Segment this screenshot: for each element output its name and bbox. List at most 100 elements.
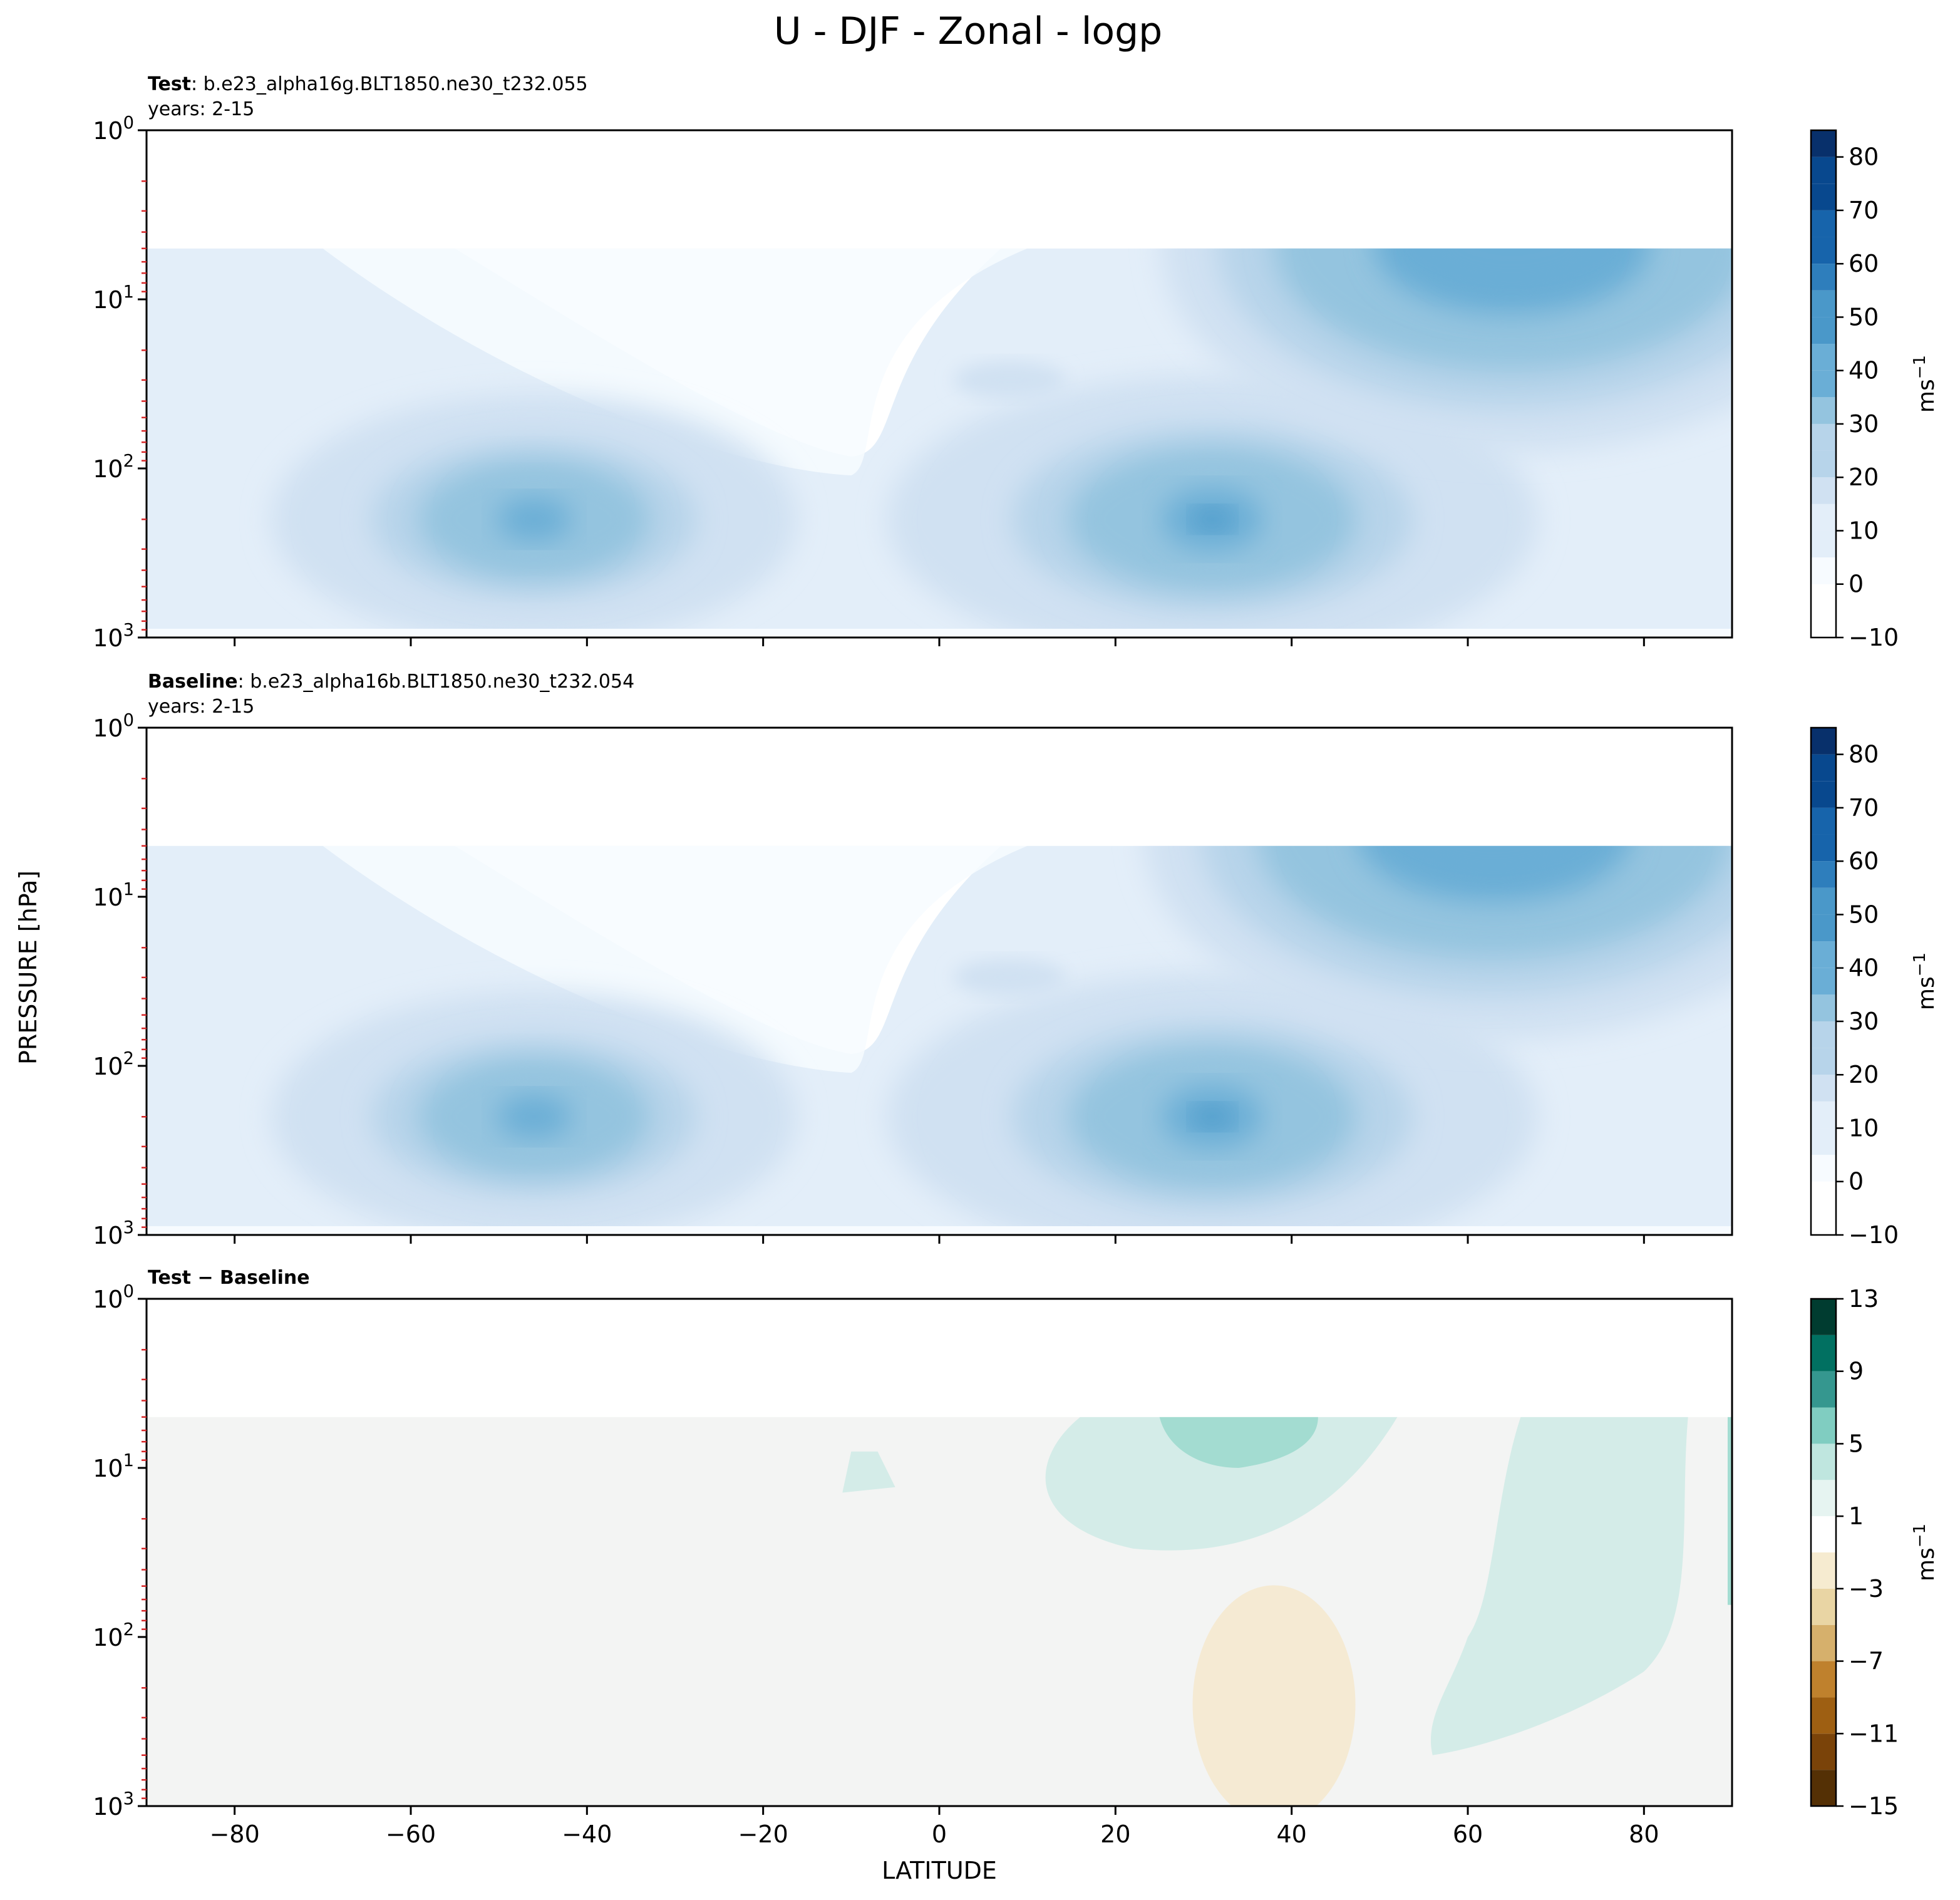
subtropical-blob bbox=[953, 361, 1066, 399]
panel-baseline: Baseline: b.e23_alpha16b.BLT1850.ne30_t2… bbox=[93, 671, 1939, 1249]
colorbar-tick-label: 5 bbox=[1849, 1430, 1864, 1457]
colorbar-segment bbox=[1811, 423, 1836, 451]
x-tick-label: 40 bbox=[1276, 1820, 1306, 1848]
colorbar-tick-label: 40 bbox=[1849, 357, 1879, 385]
colorbar-tick-label: −11 bbox=[1849, 1720, 1899, 1747]
surface-band bbox=[147, 1226, 1732, 1235]
colorbar-tick-label: −3 bbox=[1849, 1575, 1884, 1603]
x-tick-label: −60 bbox=[386, 1820, 436, 1848]
x-tick-label: 60 bbox=[1453, 1820, 1483, 1848]
y-tick-label: 100 bbox=[93, 1282, 134, 1313]
colorbar-tick-label: −10 bbox=[1849, 624, 1899, 651]
positive-upper-region bbox=[1045, 1417, 1398, 1551]
colorbar-segment bbox=[1811, 450, 1836, 478]
panel-diff-contours bbox=[147, 1299, 1732, 1806]
colorbar-segment bbox=[1811, 1516, 1836, 1552]
colorbar-segment bbox=[1811, 397, 1836, 424]
colorbar-segment bbox=[1811, 1407, 1836, 1444]
colorbar-segment bbox=[1811, 290, 1836, 318]
colorbar-segment bbox=[1811, 1335, 1836, 1371]
colorbar-tick-label: 1 bbox=[1849, 1502, 1864, 1530]
sh-jet-level-5 bbox=[496, 1095, 572, 1139]
colorbar-segment bbox=[1811, 344, 1836, 371]
colorbar-segment bbox=[1811, 1075, 1836, 1102]
colorbar-segment bbox=[1811, 1443, 1836, 1480]
colorbar-segment bbox=[1811, 728, 1836, 755]
colorbar-segment bbox=[1811, 370, 1836, 398]
y-tick-label: 101 bbox=[93, 282, 134, 314]
colorbar-tick-label: 20 bbox=[1849, 463, 1879, 491]
colorbar-segment bbox=[1811, 503, 1836, 531]
field-weak-westerlies bbox=[322, 845, 1028, 1073]
colorbar-tick-label: 70 bbox=[1849, 197, 1879, 224]
colorbar-segment bbox=[1811, 968, 1836, 995]
y-tick-label: 103 bbox=[93, 621, 134, 652]
panel-diff-label: Test − Baseline bbox=[148, 1267, 310, 1289]
y-tick-label: 101 bbox=[93, 880, 134, 911]
surface-band bbox=[147, 629, 1732, 638]
no-data-region bbox=[147, 728, 1732, 846]
x-tick-label: −40 bbox=[562, 1820, 612, 1848]
panel-test: Test: b.e23_alpha16g.BLT1850.ne30_t232.0… bbox=[93, 73, 1939, 652]
colorbar-segment bbox=[1811, 807, 1836, 835]
colorbar-tick-label: 30 bbox=[1849, 410, 1879, 438]
sh-jet-level-5 bbox=[496, 497, 572, 542]
x-tick-label: 20 bbox=[1100, 1820, 1130, 1848]
colorbar-segment bbox=[1811, 1697, 1836, 1734]
colorbar-segment bbox=[1811, 183, 1836, 210]
colorbar-segment bbox=[1811, 1181, 1836, 1209]
colorbar-segment bbox=[1811, 264, 1836, 291]
y-tick-label: 101 bbox=[93, 1451, 134, 1482]
colorbar-segment bbox=[1811, 611, 1836, 638]
colorbar-unit: ms−1 bbox=[1911, 1524, 1939, 1581]
colorbar-tick-label: 0 bbox=[1849, 571, 1864, 598]
colorbar-tick-label: 40 bbox=[1849, 954, 1879, 982]
colorbar-segment bbox=[1811, 317, 1836, 344]
colorbar-tick-label: 10 bbox=[1849, 517, 1879, 544]
colorbar-segment bbox=[1811, 887, 1836, 915]
colorbar-frame bbox=[1810, 129, 1837, 639]
colorbar-unit: ms−1 bbox=[1911, 355, 1939, 413]
colorbar-segment bbox=[1811, 237, 1836, 264]
panel-baseline-years: years: 2-15 bbox=[148, 696, 254, 718]
figure-title: U - DJF - Zonal - logp bbox=[774, 9, 1163, 53]
colorbar-segment bbox=[1811, 1733, 1836, 1770]
colorbar-tick-label: −15 bbox=[1849, 1792, 1899, 1820]
colorbar-tick-label: 80 bbox=[1849, 741, 1879, 768]
y-tick-label: 102 bbox=[93, 1049, 134, 1080]
positive-upper-core bbox=[1159, 1417, 1318, 1468]
panel-test-contours bbox=[147, 130, 1732, 638]
colorbar-tick-label: 9 bbox=[1849, 1358, 1864, 1385]
y-tick-label: 103 bbox=[93, 1218, 134, 1249]
colorbar-tick-label: 0 bbox=[1849, 1168, 1864, 1195]
colorbar-segment bbox=[1811, 130, 1836, 157]
field-weak-westerlies bbox=[322, 248, 1028, 476]
colorbar-frame bbox=[1810, 726, 1837, 1236]
panel-diff: Test − Baseline −80 −60 −40 −20 0 20 40 60 80 100… bbox=[93, 1267, 1939, 1848]
colorbar-tick-label: 30 bbox=[1849, 1008, 1879, 1035]
y-axis-label: PRESSURE [hPa] bbox=[14, 870, 42, 1065]
colorbar-segment bbox=[1811, 1208, 1836, 1235]
colorbar-tick-label: 60 bbox=[1849, 847, 1879, 875]
colorbar-segment bbox=[1811, 1021, 1836, 1048]
colorbar-tick-label: 20 bbox=[1849, 1061, 1879, 1088]
x-tick-label: 80 bbox=[1629, 1820, 1659, 1848]
colorbar-tick-label: −7 bbox=[1849, 1648, 1884, 1675]
positive-highlat-region bbox=[1430, 1417, 1688, 1755]
colorbar-tick-label: 13 bbox=[1849, 1285, 1879, 1313]
y-tick-label: 102 bbox=[93, 452, 134, 483]
colorbar-segment bbox=[1811, 1770, 1836, 1806]
colorbar-segment bbox=[1811, 834, 1836, 862]
y-tick-label: 100 bbox=[93, 113, 134, 145]
colorbar-segment bbox=[1811, 1624, 1836, 1661]
colorbar-segment bbox=[1811, 557, 1836, 584]
colorbar-frame bbox=[1810, 1298, 1837, 1807]
no-data-region bbox=[147, 130, 1732, 249]
colorbar-tick-label: 50 bbox=[1849, 303, 1879, 331]
colorbar-segment bbox=[1811, 1371, 1836, 1408]
panel-baseline-label: Baseline: b.e23_alpha16b.BLT1850.ne30_t2… bbox=[148, 671, 634, 693]
x-tick-label: −20 bbox=[738, 1820, 788, 1848]
colorbar-segment bbox=[1811, 781, 1836, 808]
colorbar-tick-label: 80 bbox=[1849, 143, 1879, 171]
